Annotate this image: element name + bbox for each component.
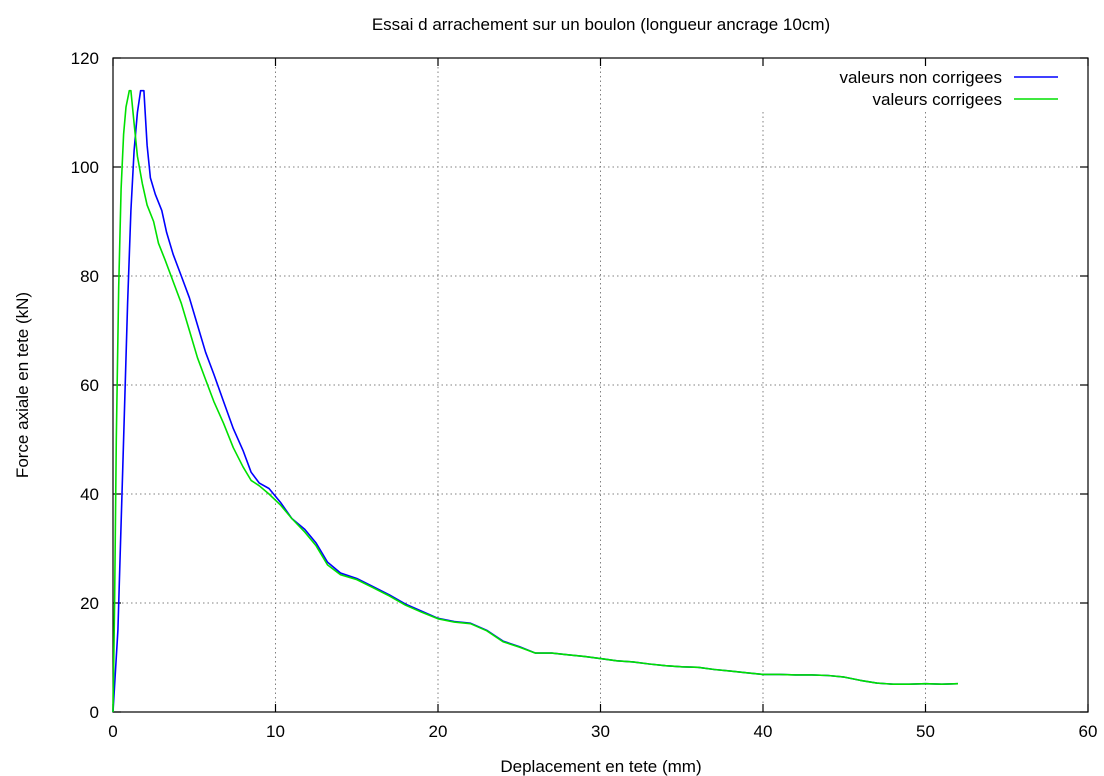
legend: valeurs non corrigees valeurs corrigees bbox=[839, 68, 1058, 109]
y-axis-title: Force axiale en tete (kN) bbox=[13, 292, 32, 478]
y-tick-label-0: 0 bbox=[90, 703, 99, 722]
y-tick-label-1: 20 bbox=[80, 594, 99, 613]
y-tick-label-2: 40 bbox=[80, 485, 99, 504]
y-tick-label-5: 100 bbox=[71, 158, 99, 177]
legend-label-1: valeurs corrigees bbox=[873, 90, 1002, 109]
series-line-1 bbox=[112, 89, 959, 713]
x-tick-label-0: 0 bbox=[108, 722, 117, 741]
y-tick-label-6: 120 bbox=[71, 49, 99, 68]
grid bbox=[113, 58, 1088, 712]
x-tick-label-5: 50 bbox=[916, 722, 935, 741]
x-axis-title: Deplacement en tete (mm) bbox=[500, 757, 701, 776]
x-tick-label-1: 10 bbox=[266, 722, 285, 741]
axis-ticks: 0 10 20 30 40 50 60 0 20 40 60 80 100 120 bbox=[71, 49, 1098, 741]
x-tick-label-2: 20 bbox=[429, 722, 448, 741]
y-tick-label-4: 80 bbox=[80, 267, 99, 286]
series-lines bbox=[112, 89, 959, 713]
x-tick-label-4: 40 bbox=[754, 722, 773, 741]
y-tick-label-3: 60 bbox=[80, 376, 99, 395]
chart-title: Essai d arrachement sur un boulon (longu… bbox=[372, 15, 830, 34]
x-tick-label-3: 30 bbox=[591, 722, 610, 741]
x-tick-label-6: 60 bbox=[1079, 722, 1098, 741]
series-line-0 bbox=[112, 89, 959, 713]
legend-label-0: valeurs non corrigees bbox=[839, 68, 1002, 87]
